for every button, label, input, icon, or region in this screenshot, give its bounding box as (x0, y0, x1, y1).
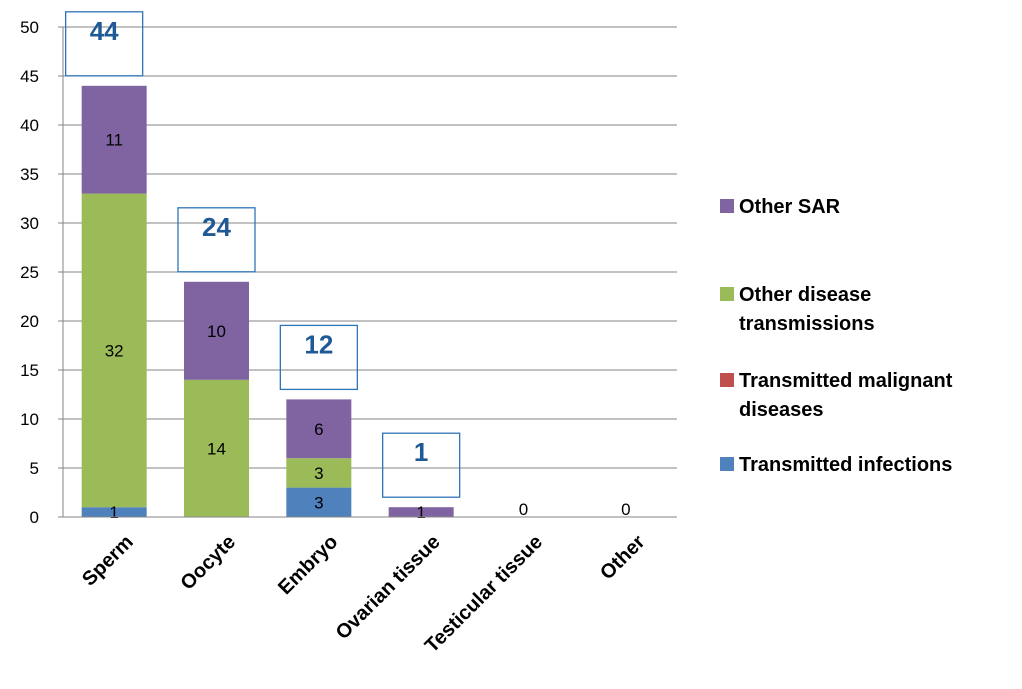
bars (81, 85, 454, 517)
x-category-label: Sperm (78, 531, 138, 591)
bar-segment (81, 85, 147, 194)
legend: Other SAR Other disease transmissions Trans… (720, 196, 953, 476)
data-label: 3 (314, 493, 323, 512)
total-box (177, 207, 256, 273)
x-category-label: Ovarian tissue (332, 531, 445, 644)
legend-label: Transmitted malignant (739, 370, 953, 392)
legend-label: Transmitted infections (739, 454, 952, 476)
legend-swatch (720, 373, 734, 387)
legend-swatch (720, 199, 734, 213)
bar-segment (286, 487, 352, 517)
data-labels: 1 32 11 14 10 3 3 6 1 (105, 131, 426, 522)
data-label: 1 (109, 503, 118, 522)
y-axis: 0 5 10 15 20 25 30 35 40 45 50 (20, 18, 64, 527)
data-label: 1 (416, 503, 425, 522)
legend-label: Other disease (739, 284, 871, 306)
y-tick-label: 0 (30, 508, 39, 527)
total-box (279, 324, 358, 391)
y-tick-label: 25 (20, 263, 39, 282)
total-label: 1 (414, 437, 428, 467)
legend-swatch (720, 457, 734, 471)
bar-segment (286, 399, 352, 459)
bar-segment (184, 281, 249, 380)
total-label: 0 (621, 500, 630, 519)
legend-label: transmissions (739, 313, 875, 335)
data-label: 11 (105, 131, 123, 150)
data-label: 3 (314, 464, 323, 483)
data-label: 10 (207, 322, 226, 341)
total-label: 0 (519, 500, 528, 519)
gridlines (63, 26, 677, 518)
x-category-label: Other (596, 531, 649, 584)
y-tick-label: 15 (20, 361, 39, 380)
y-tick-label: 45 (20, 67, 39, 86)
y-tick-label: 10 (20, 410, 39, 429)
bar-segment (286, 458, 352, 488)
bar-segment (81, 193, 147, 508)
total-box (382, 432, 461, 498)
y-tick-label: 35 (20, 165, 39, 184)
x-category-label: Embryo (274, 531, 342, 599)
y-tick-label: 50 (20, 18, 39, 37)
x-category-label: Oocyte (177, 531, 241, 595)
legend-label: diseases (739, 399, 824, 421)
legend-swatch (720, 287, 734, 301)
bar-segment (81, 507, 147, 517)
y-tick-label: 30 (20, 214, 39, 233)
total-label: 24 (202, 212, 231, 242)
y-tick-label: 20 (20, 312, 39, 331)
data-label: 14 (207, 439, 226, 458)
y-tick-label: 40 (20, 116, 39, 135)
legend-label: Other SAR (739, 196, 841, 218)
total-label: 12 (304, 329, 333, 359)
bar-segment (388, 507, 454, 517)
bar-segment (184, 379, 249, 517)
data-label: 32 (105, 341, 124, 360)
y-tick-label: 5 (30, 459, 39, 478)
total-label: 44 (90, 16, 119, 46)
total-box (65, 11, 144, 77)
data-label: 6 (314, 420, 323, 439)
